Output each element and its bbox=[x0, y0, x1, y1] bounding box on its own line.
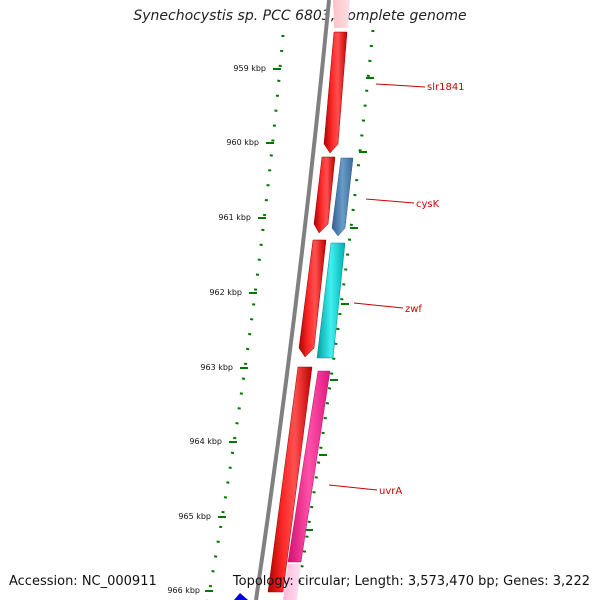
gene-feature[interactable] bbox=[313, 156, 336, 234]
gene-label-uvrA[interactable]: uvrA bbox=[379, 486, 402, 497]
map-title: Synechocystis sp. PCC 6803, complete gen… bbox=[133, 8, 467, 24]
tick-label: 963 kbp bbox=[200, 363, 233, 372]
tick-label: 962 kbp bbox=[209, 288, 242, 297]
genome-summary-text: Topology: circular; Length: 3,573,470 bp… bbox=[232, 574, 590, 589]
gene-slr1841-extension bbox=[333, 0, 350, 28]
scale-labels: 959 kbp 960 kbp 961 kbp 962 kbp 963 kbp … bbox=[167, 64, 266, 595]
tick-label: 960 kbp bbox=[226, 138, 259, 147]
tick-label: 965 kbp bbox=[178, 512, 211, 521]
gene-label-zwf[interactable]: zwf bbox=[405, 304, 422, 315]
gene-uvrA[interactable] bbox=[287, 370, 331, 563]
genome-backbone bbox=[254, 0, 331, 600]
scale-ticks bbox=[205, 68, 374, 592]
gene-feature[interactable] bbox=[267, 366, 313, 593]
gene-cysK[interactable] bbox=[331, 157, 354, 237]
inner-dotted-ring bbox=[206, 34, 285, 600]
outer-strand-features bbox=[283, 0, 354, 600]
leader-line bbox=[353, 302, 404, 309]
tick-label: 966 kbp bbox=[167, 586, 200, 595]
inner-strand-features bbox=[267, 31, 348, 593]
tick-label: 964 kbp bbox=[189, 437, 222, 446]
leader-line bbox=[328, 484, 378, 491]
gene-zwf[interactable] bbox=[316, 242, 346, 359]
leader-line bbox=[365, 198, 415, 204]
gene-uvrA-extension bbox=[283, 564, 301, 600]
tick-label: 961 kbp bbox=[218, 213, 251, 222]
gene-label-cysK[interactable]: cysK bbox=[416, 199, 440, 210]
tick-label: 959 kbp bbox=[233, 64, 266, 73]
leader-line bbox=[375, 83, 426, 88]
gene-feature[interactable] bbox=[298, 239, 327, 358]
gene-label-slr1841[interactable]: slr1841 bbox=[427, 82, 465, 93]
feature-marker[interactable] bbox=[234, 593, 248, 600]
gene-feature[interactable] bbox=[323, 31, 348, 154]
label-leaders bbox=[328, 83, 426, 491]
accession-text: Accession: NC_000911 bbox=[9, 574, 157, 589]
outer-dotted-ring bbox=[296, 29, 375, 591]
gene-labels: slr1841 cysK zwf uvrA bbox=[379, 82, 465, 497]
